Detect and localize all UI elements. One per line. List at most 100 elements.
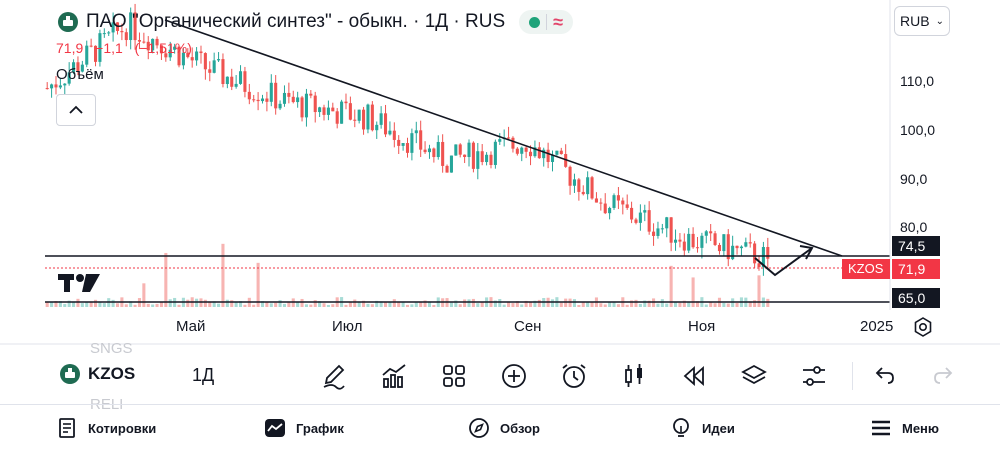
- alerts-button[interactable]: [560, 362, 588, 390]
- candle-body: [282, 92, 287, 104]
- volume-bar: [634, 299, 638, 307]
- nav-chart[interactable]: График: [264, 417, 344, 439]
- candle-body: [507, 137, 511, 139]
- volume-bar: [427, 301, 432, 307]
- candle-body: [498, 139, 502, 142]
- currency-selector[interactable]: RUB ⌄: [894, 6, 950, 36]
- interval-button[interactable]: 1Д: [192, 365, 215, 385]
- volume-bar: [471, 298, 475, 307]
- candle-body: [256, 99, 260, 102]
- candle-body: [550, 154, 555, 162]
- volume-bar: [691, 277, 695, 307]
- candle-body: [265, 98, 269, 102]
- chart-type-button[interactable]: [620, 362, 648, 390]
- redo-icon: [934, 367, 953, 384]
- forecast-arrow-head: [799, 245, 814, 260]
- candle-body: [159, 45, 163, 54]
- time-axis-label: Май: [176, 318, 206, 335]
- volume-bar: [300, 298, 304, 307]
- volume-bar: [533, 300, 537, 307]
- candle-body: [366, 104, 370, 130]
- support-price-tag: 65,0: [892, 288, 940, 308]
- candle-body: [115, 22, 120, 31]
- candle-body: [643, 210, 647, 213]
- volume-bar: [331, 304, 335, 307]
- chevron-up-icon: [69, 105, 83, 114]
- nav-menu[interactable]: Меню: [870, 417, 939, 439]
- volume-bar: [304, 304, 308, 307]
- volume-bar: [133, 304, 137, 307]
- candle-body: [669, 217, 673, 243]
- volume-bar: [432, 304, 436, 307]
- candle-body: [296, 97, 300, 103]
- market-status-pill[interactable]: ≈: [519, 10, 574, 34]
- volume-bar: [375, 300, 379, 307]
- chart-settings-gear-icon[interactable]: [912, 316, 934, 338]
- volume-bar: [608, 301, 612, 307]
- add-symbol-button[interactable]: [500, 362, 528, 390]
- chart-settings-button[interactable]: [800, 362, 828, 390]
- volume-bar: [318, 301, 322, 307]
- candle-body: [225, 76, 229, 85]
- layouts-button[interactable]: [440, 362, 468, 390]
- symbol-button[interactable]: KZOS: [60, 364, 135, 384]
- candle-body: [129, 12, 133, 41]
- candle-body: [608, 207, 612, 214]
- candle-body: [304, 93, 308, 118]
- candle-body: [199, 51, 203, 54]
- redo-button[interactable]: [930, 362, 958, 390]
- volume-bar: [467, 299, 471, 307]
- volume-bar: [63, 304, 67, 307]
- volume-indicator-label[interactable]: Объём: [56, 66, 104, 83]
- candle-body: [383, 113, 388, 135]
- volume-bar: [682, 300, 686, 307]
- candle-body: [678, 239, 682, 242]
- replay-button[interactable]: [680, 362, 708, 390]
- volume-bar: [520, 304, 524, 307]
- volume-bar: [230, 300, 234, 307]
- candle-body: [445, 165, 449, 173]
- drawing-tools-button[interactable]: [320, 362, 348, 390]
- bottom-navigation: Котировки График Обзор Идеи Меню: [0, 404, 1000, 450]
- chart-icon: [265, 419, 285, 437]
- volume-bar: [357, 302, 361, 307]
- nav-ideas[interactable]: Идеи: [670, 417, 735, 439]
- nav-quotes-label: Котировки: [88, 420, 157, 436]
- volume-bar: [379, 301, 383, 307]
- volume-bar: [414, 302, 418, 307]
- candle-body: [511, 137, 515, 149]
- indicators-button[interactable]: [380, 362, 408, 390]
- candle-body: [173, 46, 177, 50]
- volume-bar: [353, 299, 357, 307]
- volume-bar: [155, 303, 159, 307]
- undo-button[interactable]: [870, 362, 898, 390]
- candle-body: [537, 147, 541, 159]
- volume-bar: [612, 301, 616, 307]
- candle-body: [656, 228, 660, 236]
- nav-overview[interactable]: Обзор: [468, 417, 540, 439]
- volume-bar: [260, 301, 265, 307]
- volume-bar: [269, 303, 273, 307]
- nav-quotes[interactable]: Котировки: [56, 417, 156, 439]
- collapse-legend-button[interactable]: [56, 94, 96, 126]
- candle-body: [665, 217, 669, 229]
- candle-body: [300, 97, 304, 118]
- volume-bar: [151, 304, 155, 307]
- volume-bar: [480, 302, 484, 307]
- volume-bar: [476, 303, 480, 307]
- volume-bar: [142, 283, 146, 307]
- candle-body: [581, 191, 585, 195]
- candle-body: [555, 150, 559, 155]
- volume-bar: [507, 301, 511, 307]
- candle-body: [520, 147, 524, 154]
- object-tree-button[interactable]: [740, 362, 768, 390]
- volume-bar: [449, 302, 453, 307]
- volume-bar: [296, 301, 300, 307]
- candle-body: [515, 148, 519, 154]
- candle-body: [124, 32, 128, 41]
- candle-body: [485, 154, 489, 163]
- watchlist-ghost-row-above: SNGS: [90, 340, 133, 357]
- candles-icon: [625, 364, 642, 387]
- symbol-title[interactable]: ПАО "Органический синтез" - обыкн. · 1Д …: [86, 11, 506, 32]
